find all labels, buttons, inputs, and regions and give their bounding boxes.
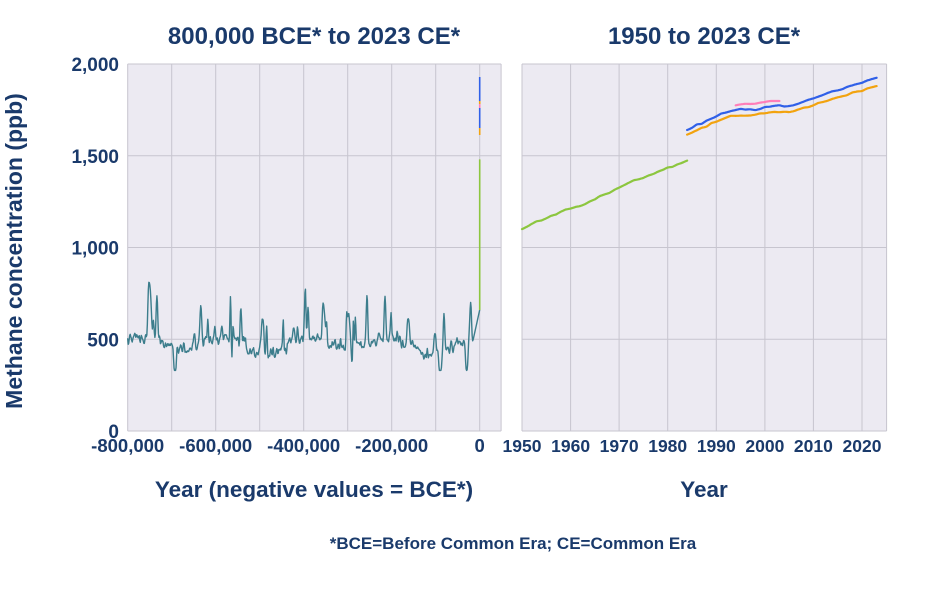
svg-text:-400,000: -400,000: [267, 435, 340, 456]
svg-text:*BCE=Before Common Era; CE=Com: *BCE=Before Common Era; CE=Common Era: [330, 534, 697, 553]
svg-text:1,500: 1,500: [71, 147, 119, 168]
svg-text:1970: 1970: [600, 436, 639, 456]
svg-text:1950: 1950: [503, 436, 542, 456]
svg-text:2010: 2010: [794, 436, 833, 456]
svg-text:-200,000: -200,000: [355, 435, 428, 456]
svg-text:2020: 2020: [843, 436, 882, 456]
svg-text:1950 to 2023 CE*: 1950 to 2023 CE*: [608, 23, 801, 50]
svg-text:Year (negative values = BCE*): Year (negative values = BCE*): [155, 477, 473, 502]
svg-text:-800,000: -800,000: [91, 435, 164, 456]
svg-text:1980: 1980: [648, 436, 687, 456]
svg-text:500: 500: [87, 330, 119, 351]
svg-text:2000: 2000: [745, 436, 784, 456]
svg-text:2,000: 2,000: [71, 55, 119, 76]
svg-text:0: 0: [475, 435, 485, 456]
svg-text:800,000 BCE* to 2023 CE*: 800,000 BCE* to 2023 CE*: [168, 23, 461, 50]
svg-text:1990: 1990: [697, 436, 736, 456]
svg-text:Year: Year: [680, 477, 728, 502]
svg-text:1,000: 1,000: [71, 239, 119, 260]
svg-text:1960: 1960: [551, 436, 590, 456]
svg-text:Methane concentration (ppb): Methane concentration (ppb): [1, 93, 27, 409]
svg-text:-600,000: -600,000: [179, 435, 252, 456]
